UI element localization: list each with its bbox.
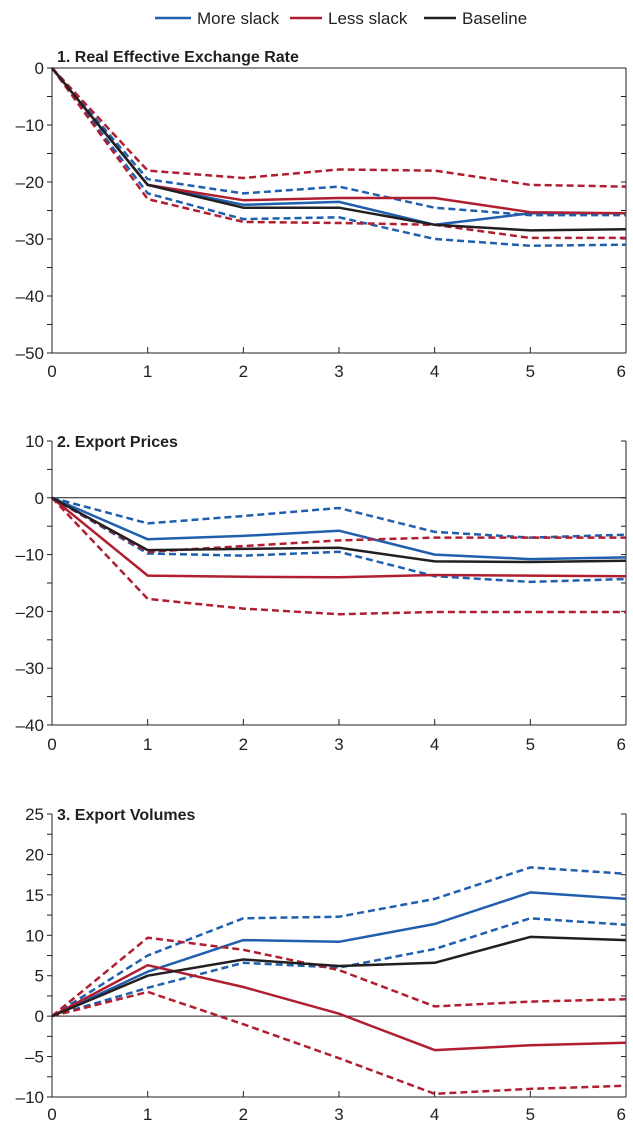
series-line-more-slack-dashed xyxy=(51,496,627,584)
x-tick-label: 5 xyxy=(526,735,535,754)
y-tick-label: –40 xyxy=(16,716,44,735)
y-tick-label: 15 xyxy=(25,886,44,905)
x-tick-label: 3 xyxy=(334,735,343,754)
y-tick-label: –30 xyxy=(16,659,44,678)
x-tick-label: 3 xyxy=(334,362,343,381)
series-line-more-slack-dashed xyxy=(51,496,627,539)
y-tick-label: –30 xyxy=(16,230,44,249)
x-tick-label: 4 xyxy=(430,1105,439,1124)
x-tick-label: 0 xyxy=(47,362,56,381)
x-tick-label: 4 xyxy=(430,735,439,754)
series-line-more-slack-dashed xyxy=(51,917,627,1018)
y-tick-label: 0 xyxy=(35,59,44,78)
series-line-more-slack-solid xyxy=(51,891,627,1018)
x-tick-label: 6 xyxy=(617,1105,626,1124)
series-line-less-slack-dashed xyxy=(51,496,626,554)
y-tick-label: –5 xyxy=(25,1048,44,1067)
series-line-less-slack-dashed xyxy=(51,936,627,1018)
y-tick-label: 25 xyxy=(25,805,44,824)
series-line-baseline-solid xyxy=(51,935,627,1018)
x-tick-label: 1 xyxy=(143,1105,152,1124)
panel-title: 2. Export Prices xyxy=(57,434,178,451)
legend-label-baseline: Baseline xyxy=(462,9,527,28)
y-tick-label: –10 xyxy=(16,1088,44,1107)
series-line-less-slack-dashed xyxy=(51,990,627,1096)
series-line-more-slack-dashed xyxy=(51,67,627,248)
x-tick-label: 6 xyxy=(617,362,626,381)
panel-real-effective-exchange-rate: 0–10–20–30–40–500 1 2 3 4 5 61. Real Effective… xyxy=(16,49,627,381)
panel-title: 3. Export Volumes xyxy=(57,807,196,824)
x-tick-label: 6 xyxy=(617,735,626,754)
y-tick-label: –50 xyxy=(16,344,44,363)
series-line-more-slack-solid xyxy=(51,496,627,561)
legend: More slack Less slack Baseline xyxy=(155,9,527,28)
series-line-more-slack-dashed xyxy=(51,866,627,1018)
panel-export-prices: 100–10–20–30–400 1 2 3 4 5 62. Export Prices xyxy=(16,432,627,754)
series-line-less-slack-dashed xyxy=(50,67,626,240)
y-tick-label: 10 xyxy=(25,432,44,451)
x-tick-label: 5 xyxy=(526,1105,535,1124)
series-line-less-slack-solid xyxy=(51,963,627,1052)
x-tick-label: 2 xyxy=(239,1105,248,1124)
y-tick-label: 20 xyxy=(25,845,44,864)
series-line-baseline-solid xyxy=(51,67,627,232)
x-tick-label: 2 xyxy=(239,362,248,381)
series-line-more-slack-solid xyxy=(51,67,626,227)
y-tick-label: –10 xyxy=(16,116,44,135)
y-tick-label: –20 xyxy=(16,173,44,192)
x-tick-label: 4 xyxy=(430,362,439,381)
y-tick-label: –10 xyxy=(16,546,44,565)
x-tick-label: 3 xyxy=(334,1105,343,1124)
series-line-less-slack-solid xyxy=(51,496,627,579)
x-tick-label: 0 xyxy=(47,1105,56,1124)
x-tick-label: 5 xyxy=(526,362,535,381)
series-line-less-slack-dashed xyxy=(51,496,626,616)
x-tick-label: 1 xyxy=(143,362,152,381)
y-tick-label: –20 xyxy=(16,602,44,621)
series-line-more-slack-dashed xyxy=(51,67,626,217)
y-tick-label: 0 xyxy=(35,1007,44,1026)
y-tick-label: 5 xyxy=(35,967,44,986)
legend-label-more-slack: More slack xyxy=(197,9,280,28)
series-line-less-slack-dashed xyxy=(51,67,627,188)
series-line-less-slack-solid xyxy=(51,67,627,215)
series-line-baseline-solid xyxy=(51,496,627,564)
x-tick-label: 1 xyxy=(143,735,152,754)
legend-label-less-slack: Less slack xyxy=(328,9,408,28)
y-tick-label: –40 xyxy=(16,287,44,306)
panel-title: 1. Real Effective Exchange Rate xyxy=(57,49,299,66)
y-tick-label: 10 xyxy=(25,926,44,945)
y-tick-label: 0 xyxy=(35,489,44,508)
x-tick-label: 2 xyxy=(239,735,248,754)
x-tick-label: 0 xyxy=(47,735,56,754)
